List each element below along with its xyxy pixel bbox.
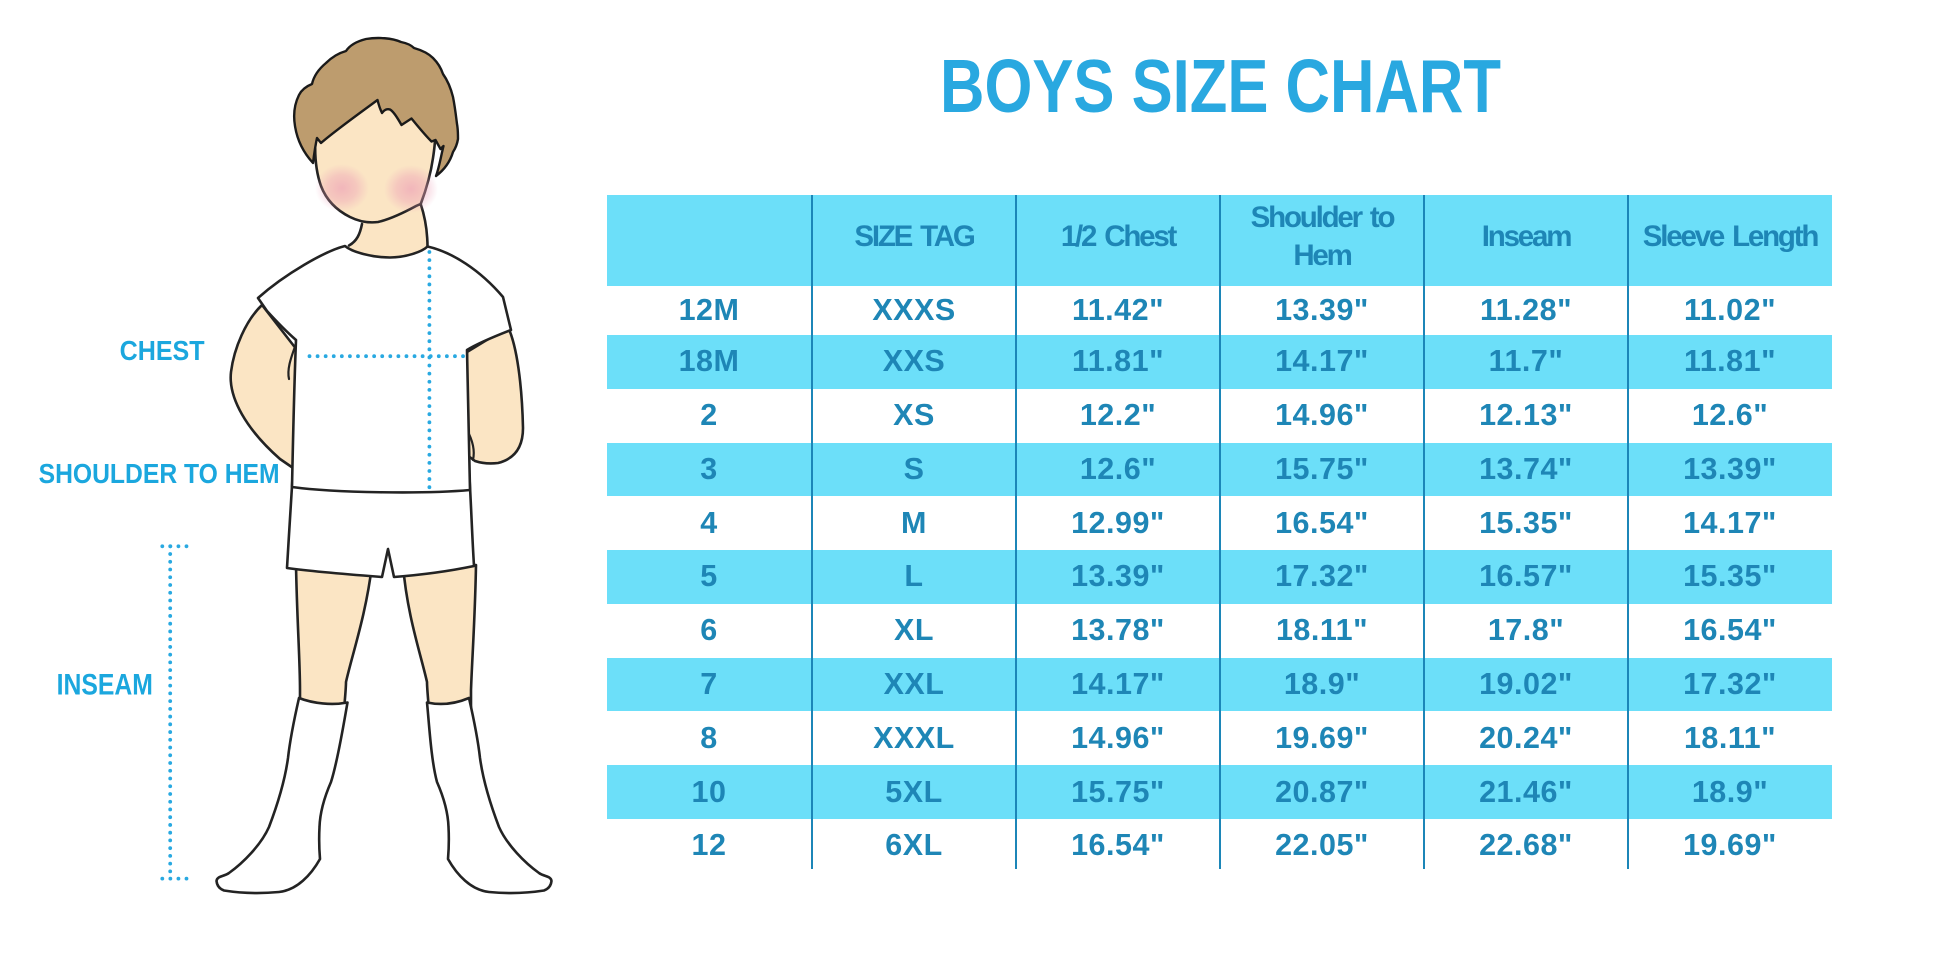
svg-text:INSEAM: INSEAM [57, 668, 153, 701]
svg-text:SHOULDER TO HEM: SHOULDER TO HEM [39, 458, 280, 489]
svg-text:CHEST: CHEST [120, 335, 205, 366]
svg-text:BOYS SIZE CHART: BOYS SIZE CHART [940, 44, 1501, 128]
